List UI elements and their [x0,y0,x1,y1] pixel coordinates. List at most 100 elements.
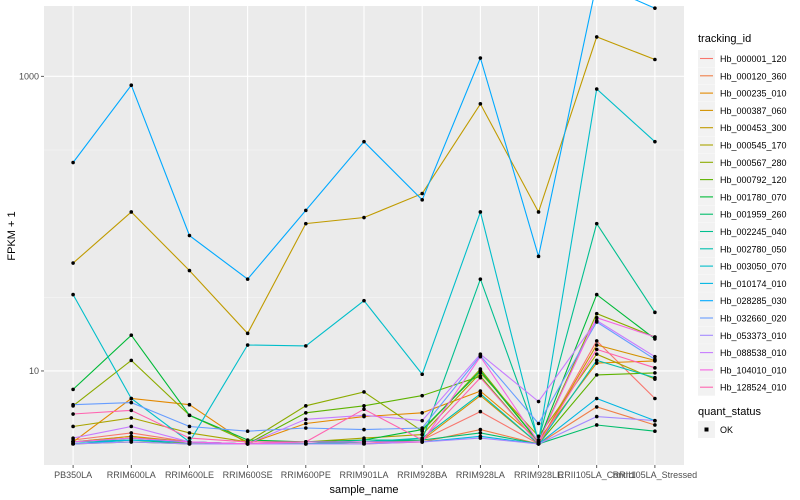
data-point [478,389,483,393]
y-tick-label: 1000 [19,71,39,81]
data-point [653,6,657,10]
data-point [653,429,657,434]
data-point [478,375,483,380]
legend-title: tracking_id [698,33,751,45]
data-point [594,373,599,377]
data-point [420,438,424,442]
data-point [478,277,483,281]
data-point [187,431,192,435]
data-point [536,442,541,446]
x-tick-label: RRII105LA_Stressed [613,470,698,480]
data-point [129,416,134,420]
data-point [653,335,657,339]
data-point [478,391,483,396]
data-point [129,83,134,88]
data-point [536,254,541,259]
data-point [478,431,483,435]
legend-label: Hb_053373_010 [720,331,787,341]
data-point [420,432,424,437]
grid-major [44,6,684,465]
legend-label: Hb_000545_170 [720,141,787,151]
data-point [129,431,134,435]
x-tick-label: RRIM901LA [339,470,388,480]
legend-label: Hb_000387_060 [720,106,787,116]
series-points [71,6,657,446]
data-point [420,393,424,398]
x-tick-label: RRIM928BA [397,470,447,480]
data-point [653,57,657,62]
x-tick-label: RRIM600LE [165,470,214,480]
shape-legend-title: quant_status [698,406,761,418]
data-point [594,358,599,363]
legend-label: Hb_003050_070 [720,262,787,272]
data-point [594,347,599,352]
data-point [362,139,366,144]
data-point [71,261,75,265]
data-point [245,440,250,444]
data-point [304,440,308,444]
data-point [71,412,75,416]
data-point [594,339,599,343]
data-point [304,404,308,408]
data-point [478,210,483,214]
data-point [304,421,308,426]
legend-label: Hb_001780_070 [720,192,787,202]
data-point [304,344,308,348]
data-point [594,35,599,39]
data-point [245,331,250,336]
x-axis-title: sample_name [329,484,398,496]
data-point [594,414,599,419]
data-point [478,56,483,60]
data-point [187,268,192,273]
legend-label: Hb_104010_010 [720,365,787,375]
data-point [71,292,75,297]
data-point [653,354,657,359]
data-point [653,357,657,362]
data-point [187,402,192,407]
data-point [71,424,75,429]
x-tick-label: RRIM600PE [281,470,331,480]
data-point [129,436,134,440]
data-point [420,418,424,423]
legend-label: Hb_028285_030 [720,296,787,306]
legend: tracking_id Hb_000001_120Hb_000120_360Hb… [698,33,787,396]
x-tick-label: RRIM600LA [107,470,156,480]
data-point [129,400,134,405]
data-point [653,423,657,427]
shape-legend: quant_status OK [698,406,761,438]
data-point [594,311,599,316]
data-point [187,440,192,444]
data-point [245,429,250,434]
data-point [129,424,134,429]
legend-label: Hb_002245_040 [720,227,787,237]
legend-label: Hb_088538_010 [720,348,787,358]
x-tick-label: RRII105LA_Control [558,470,636,480]
data-point [653,418,657,423]
data-point [420,191,424,196]
data-point [594,318,599,323]
x-tick-label: RRIM928LA [456,470,505,480]
data-point [129,396,134,401]
data-point [362,427,366,432]
data-point [653,396,657,401]
data-point [71,387,75,392]
data-point [478,102,483,106]
data-point [245,343,250,347]
x-tick-label: PB350LA [54,470,92,480]
data-point [129,333,134,337]
data-point [304,426,308,430]
data-point [594,396,599,401]
data-point [71,160,75,165]
x-tick-label: RRIM600SE [223,470,273,480]
data-point [478,354,483,359]
data-point [71,436,75,440]
data-point [420,411,424,415]
data-point [187,424,192,429]
legend-label: Hb_000567_280 [720,158,787,168]
data-point [362,404,366,408]
data-point [420,372,424,377]
legend-label: Hb_000453_300 [720,123,787,133]
data-point [71,440,75,444]
data-point [478,352,483,356]
legend-label: Hb_001959_260 [720,210,787,220]
